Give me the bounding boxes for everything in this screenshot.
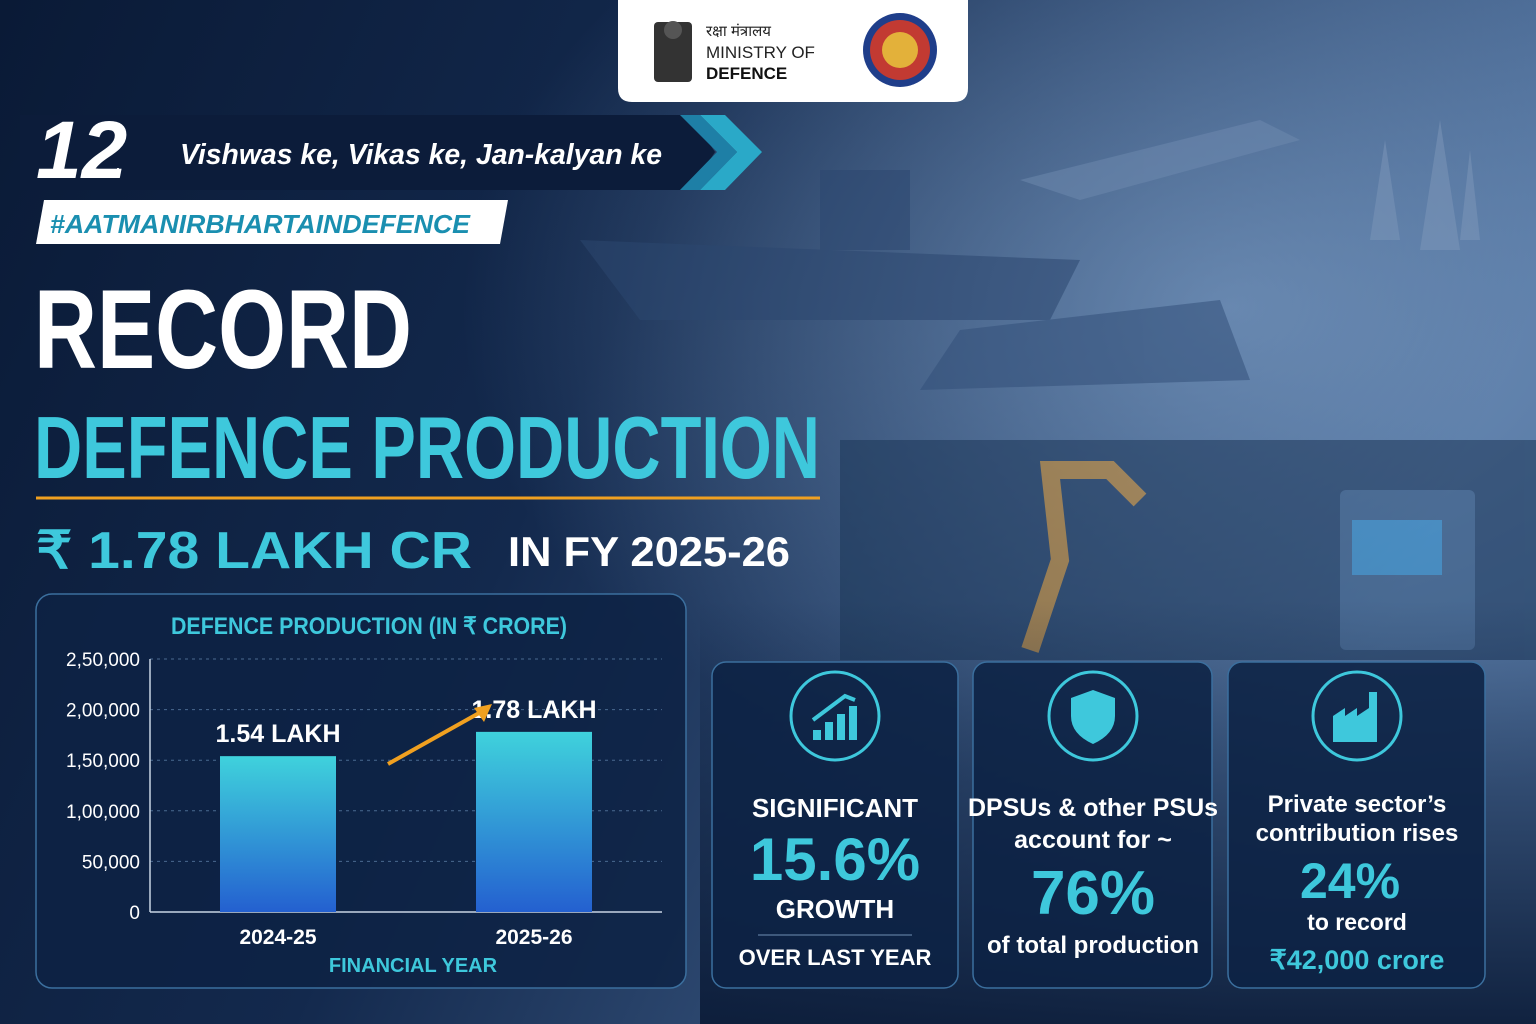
amount: ₹ 1.78 LAKH CR xyxy=(36,522,472,580)
chevron xyxy=(700,115,762,190)
headline-record: RECORD xyxy=(34,267,412,392)
card-growth xyxy=(711,661,959,989)
x-axis-label: FINANCIAL YEAR xyxy=(329,955,498,977)
card-line: OVER LAST YEAR xyxy=(739,945,932,970)
card-private xyxy=(1227,661,1486,989)
y-tick-label: 1,00,000 xyxy=(66,802,140,823)
x-tick-label: 2025-26 xyxy=(495,926,572,949)
chart-title: DEFENCE PRODUCTION (IN ₹ CRORE) xyxy=(171,613,567,640)
value-label: 1.78 LAKH xyxy=(471,696,596,724)
hindi-title: रक्षा मंत्रालय xyxy=(706,23,771,40)
logo xyxy=(863,13,937,87)
emblem xyxy=(654,21,692,82)
y-tick-label: 2,00,000 xyxy=(66,701,140,722)
x-tick-label: 2024-25 xyxy=(239,926,316,949)
card-value: 15.6% xyxy=(750,826,920,893)
hashtag: #AATMANIRBHARTAINDEFENCE xyxy=(50,209,471,239)
card-amount: ₹42,000 crore xyxy=(1270,945,1445,975)
growth-arrowhead xyxy=(474,704,492,722)
hashtag-box xyxy=(36,200,508,244)
banner-shape xyxy=(20,115,715,190)
card-line: Private sector’s xyxy=(1268,791,1447,818)
years-number: 12 xyxy=(36,105,127,196)
ministry-line1: MINISTRY OF xyxy=(706,43,815,62)
plot: 0 50,000 1,00,000 1,50,000 2,00,000 2,50,000 2… xyxy=(66,650,662,949)
card-line: GROWTH xyxy=(776,894,894,924)
tagline: Vishwas ke, Vikas ke, Jan-kalyan ke xyxy=(180,139,662,171)
chevron xyxy=(680,115,737,190)
period: IN FY 2025-26 xyxy=(508,528,790,575)
card-line: of total production xyxy=(987,932,1199,959)
ministry-line2: DEFENCE xyxy=(706,64,787,83)
years-saal: Saal xyxy=(90,165,120,181)
y-tick-label: 1,50,000 xyxy=(66,751,140,772)
card-psu xyxy=(972,661,1213,989)
growth-arrow xyxy=(387,706,489,766)
bar xyxy=(476,731,592,912)
card-line: DPSUs & other PSUs xyxy=(968,794,1218,822)
headline-production: DEFENCE PRODUCTION xyxy=(34,398,820,497)
y-tick-label: 2,50,000 xyxy=(66,650,140,671)
card-value: 24% xyxy=(1300,853,1400,909)
value-label: 1.54 LAKH xyxy=(215,720,340,748)
card-line: SIGNIFICANT xyxy=(752,793,918,823)
card-value: 76% xyxy=(1031,859,1155,928)
bar xyxy=(220,756,336,912)
card-line: account for ~ xyxy=(1014,826,1172,854)
y-tick-label: 50,000 xyxy=(82,852,140,873)
card-line: contribution rises xyxy=(1256,820,1459,847)
y-tick-label: 0 xyxy=(129,903,140,924)
card-line: to record xyxy=(1307,909,1407,935)
